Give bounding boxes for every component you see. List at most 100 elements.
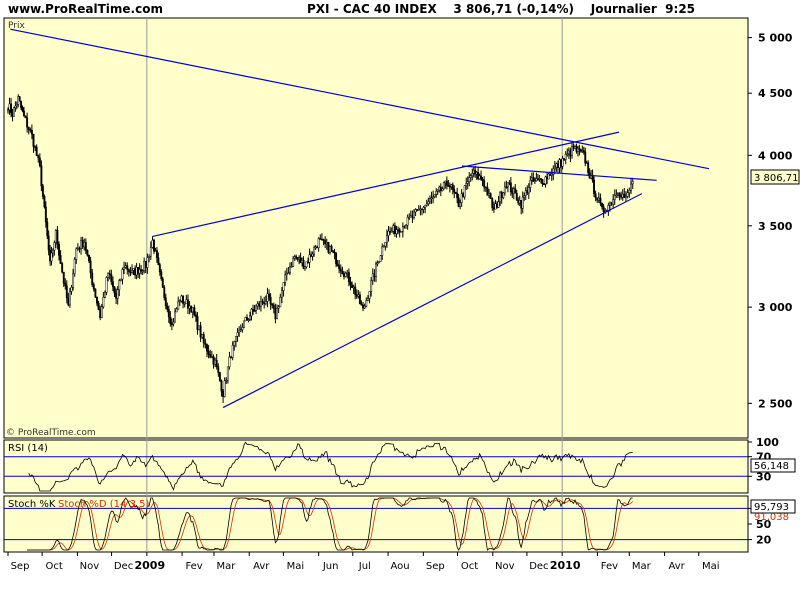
x-tick-label: Mai [702, 561, 720, 572]
candle-body [327, 242, 330, 253]
candle-body [105, 277, 108, 293]
watermark: © ProRealTime.com [6, 428, 96, 438]
candle-body [188, 305, 191, 309]
candle-body [346, 272, 349, 274]
candle-body [308, 254, 311, 263]
candle-body [515, 192, 518, 201]
candle-body [225, 379, 228, 382]
candle-body [123, 267, 126, 270]
candle-body [313, 247, 316, 255]
candle-body [26, 117, 29, 128]
price-tick-label: 3 500 [758, 220, 793, 233]
candle-body [474, 169, 477, 175]
candle-body [30, 129, 33, 135]
candle-body [341, 270, 344, 274]
candle-body [615, 194, 618, 197]
candle-body [512, 188, 515, 194]
candle-body [347, 272, 350, 283]
candle-body [161, 278, 164, 288]
candle-body [466, 181, 469, 184]
candle-body [626, 192, 629, 197]
candle-body [206, 344, 208, 352]
candle-body [241, 327, 244, 330]
candle-body [526, 190, 529, 194]
candle-body [335, 252, 338, 265]
candle-body [351, 284, 354, 289]
price-tick-label: 4 000 [758, 149, 793, 162]
candle-body [585, 162, 588, 165]
candle-body [447, 185, 450, 187]
candle-body [535, 178, 538, 181]
candle-body [419, 208, 422, 211]
candle-body [560, 159, 562, 167]
candle-body [124, 265, 127, 268]
candle-body [35, 146, 38, 156]
x-tick-label: Sep [11, 561, 30, 572]
candle-body [140, 269, 143, 272]
candle-body [613, 194, 616, 200]
candle-body [274, 308, 277, 320]
candle-body [178, 300, 181, 303]
candle-body [180, 295, 183, 302]
candle-body [362, 305, 364, 309]
candle-body [532, 177, 535, 182]
candle-body [349, 281, 352, 286]
candle-body [151, 239, 154, 248]
candle-body [127, 269, 130, 272]
candle-body [163, 287, 166, 298]
candle-body [113, 286, 116, 294]
candle-body [587, 162, 590, 174]
candle-body [70, 287, 73, 292]
candle-body [44, 206, 47, 223]
x-tick-label: Oct [461, 561, 478, 572]
candle-body [99, 309, 102, 318]
candle-body [395, 229, 398, 234]
candle-body [344, 273, 347, 277]
candle-body [20, 100, 23, 108]
candle-body [314, 246, 317, 249]
rsi-tick-label: 100 [756, 436, 779, 449]
candle-body [307, 261, 309, 264]
candle-body [610, 202, 613, 205]
candle-body [621, 193, 624, 198]
candle-body [329, 246, 331, 253]
candle-body [277, 306, 280, 309]
candle-body [564, 153, 567, 160]
candle-body [472, 169, 475, 174]
price-tick-label: 5 000 [758, 32, 793, 45]
last-price-value: 3 806,71 [754, 173, 799, 184]
candle-body [83, 242, 86, 248]
candle-body [462, 193, 465, 198]
candle-body [593, 179, 595, 194]
candle-body [517, 200, 520, 204]
candle-body [61, 263, 64, 273]
candle-body [285, 273, 288, 276]
candle-body [355, 294, 358, 297]
candle-body [316, 246, 319, 249]
candle-body [365, 300, 368, 307]
candle-body [444, 180, 447, 183]
candle-body [102, 297, 105, 308]
stoch-tick-label: 50 [756, 518, 772, 531]
site-name[interactable]: www.ProRealTime.com [8, 2, 163, 16]
candle-body [293, 256, 296, 259]
candle-body [135, 267, 138, 276]
candle-body [439, 186, 442, 192]
candle-body [107, 273, 110, 278]
candle-body [295, 256, 298, 258]
candle-body [339, 268, 342, 272]
candle-body [508, 182, 511, 184]
candle-body [438, 186, 441, 191]
candle-body [435, 191, 438, 195]
candle-body [384, 241, 387, 247]
x-tick-label: Nov [495, 561, 515, 572]
rsi-value-tag [750, 458, 796, 473]
candle-body [201, 334, 204, 338]
candle-body [226, 366, 229, 381]
x-tick-label: Aou [391, 561, 410, 572]
candle-body [148, 256, 151, 258]
candle-body [259, 301, 262, 307]
candle-body [207, 350, 210, 355]
candle-body [409, 215, 412, 218]
candle-body [354, 286, 357, 295]
